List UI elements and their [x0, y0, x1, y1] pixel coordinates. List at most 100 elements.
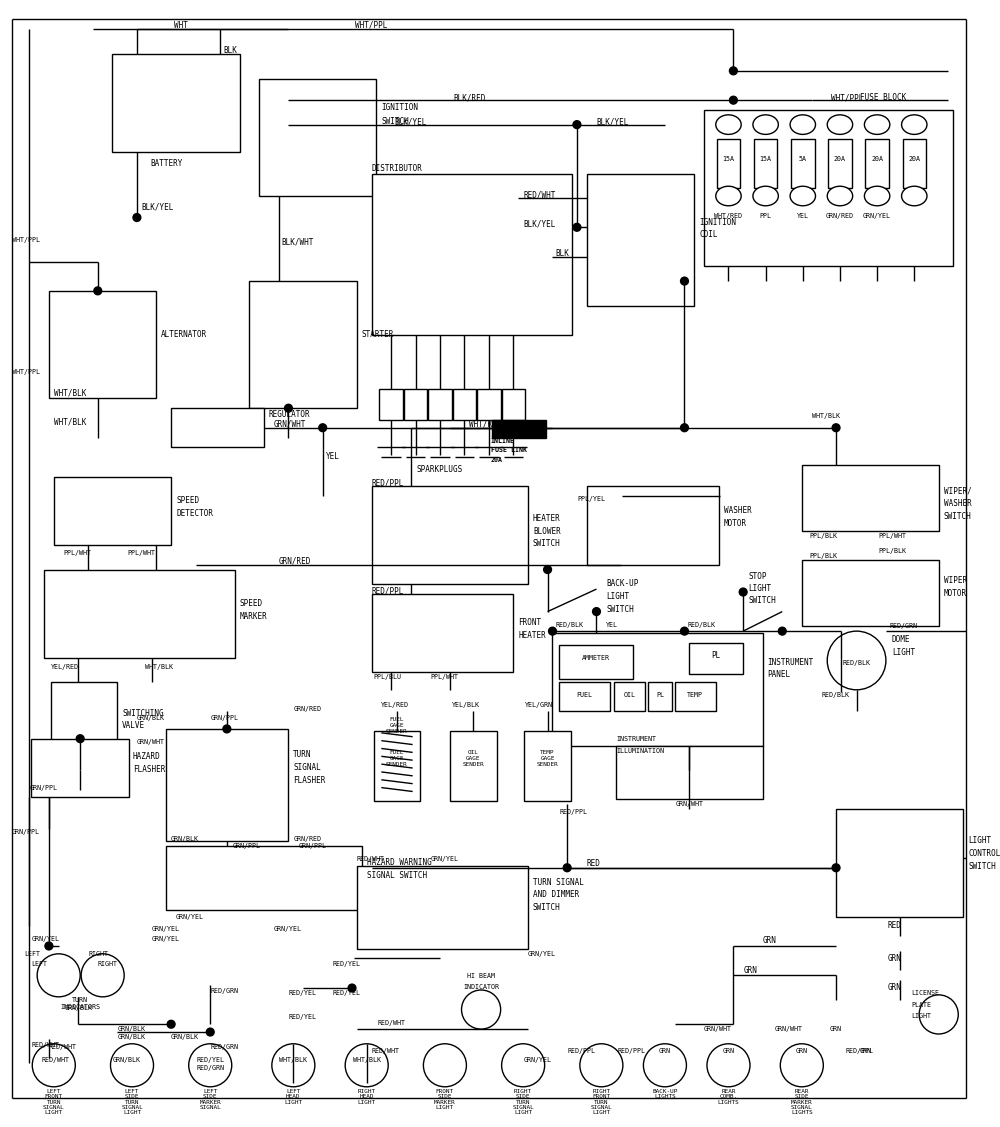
Text: 5A: 5A	[799, 156, 807, 162]
Text: 20A: 20A	[908, 156, 920, 162]
Bar	[51, 682, 117, 761]
Circle shape	[573, 121, 581, 128]
Text: RED: RED	[888, 921, 902, 930]
Text: CONTROL: CONTROL	[968, 849, 1000, 858]
Text: PANEL: PANEL	[768, 671, 791, 680]
Text: SWITCH: SWITCH	[381, 117, 409, 126]
Text: LEFT
SIDE
TURN
SIGNAL
LIGHT: LEFT SIDE TURN SIGNAL LIGHT	[121, 1089, 143, 1116]
Text: TURN
INDICATORS: TURN INDICATORS	[60, 997, 100, 1010]
Text: PPL/BLK: PPL/BLK	[878, 548, 906, 554]
Circle shape	[832, 424, 840, 432]
Text: SWITCHING: SWITCHING	[122, 709, 164, 718]
Text: GRN: GRN	[888, 953, 902, 962]
Text: LEFT: LEFT	[31, 960, 47, 967]
Text: RIGHT: RIGHT	[98, 960, 118, 967]
Text: BLK/RED: BLK/RED	[453, 94, 486, 103]
Text: PPL/BLU: PPL/BLU	[374, 674, 402, 681]
Bar	[372, 487, 528, 584]
Circle shape	[502, 1044, 545, 1086]
Text: YEL: YEL	[326, 452, 339, 461]
Circle shape	[462, 990, 501, 1029]
Text: LEFT: LEFT	[24, 951, 40, 957]
Text: WHT/PPL: WHT/PPL	[12, 369, 40, 375]
Text: RED/YEL: RED/YEL	[332, 960, 360, 967]
Text: PPL/WHT: PPL/WHT	[878, 533, 906, 540]
Bar	[492, 420, 546, 437]
Text: GRN/BLK: GRN/BLK	[117, 1027, 145, 1032]
Text: GRN: GRN	[796, 1048, 808, 1054]
Bar	[836, 809, 963, 916]
Text: WHT/BLK: WHT/BLK	[145, 665, 173, 671]
Ellipse shape	[902, 186, 927, 206]
Ellipse shape	[753, 186, 778, 206]
Text: BACK-UP
LIGHTS: BACK-UP LIGHTS	[652, 1089, 678, 1099]
Text: WIPER/: WIPER/	[944, 487, 971, 496]
Text: GRN/YEL: GRN/YEL	[430, 857, 458, 862]
Text: FLASHER: FLASHER	[133, 765, 165, 774]
Text: WHT/PPL: WHT/PPL	[831, 94, 864, 103]
Bar	[754, 140, 777, 188]
Circle shape	[729, 96, 737, 104]
Circle shape	[563, 864, 571, 871]
Circle shape	[729, 66, 737, 74]
Text: BLK/YEL: BLK/YEL	[523, 220, 556, 229]
Bar	[372, 594, 513, 672]
Text: GRN/BLK: GRN/BLK	[117, 1033, 145, 1040]
Text: ILLUMINATION: ILLUMINATION	[616, 748, 664, 754]
Text: GRN/WHT: GRN/WHT	[774, 1027, 802, 1032]
Bar	[559, 645, 633, 680]
Text: HI BEAM: HI BEAM	[467, 974, 495, 979]
Text: GRN: GRN	[829, 1027, 841, 1032]
Text: FUSE BLOCK: FUSE BLOCK	[860, 94, 907, 103]
Text: IGNITION: IGNITION	[699, 218, 736, 227]
Text: GRN/YEL: GRN/YEL	[863, 213, 891, 219]
Circle shape	[681, 277, 688, 285]
Text: RED/PPL: RED/PPL	[372, 479, 404, 488]
Text: RIGHT
FRONT
TURN
SIGNAL
LIGHT: RIGHT FRONT TURN SIGNAL LIGHT	[590, 1089, 612, 1116]
Text: BLK/YEL: BLK/YEL	[596, 118, 629, 126]
Text: GRN/WHT: GRN/WHT	[675, 801, 703, 807]
Circle shape	[272, 1044, 315, 1086]
Text: WHT: WHT	[174, 21, 188, 30]
Circle shape	[45, 942, 53, 950]
Text: GRN/YEL: GRN/YEL	[152, 937, 180, 942]
Text: YEL/BLK: YEL/BLK	[452, 701, 480, 708]
Text: STARTER: STARTER	[362, 330, 394, 339]
Bar	[379, 389, 403, 420]
Text: SWITCH: SWITCH	[606, 605, 634, 614]
Circle shape	[919, 995, 958, 1033]
Text: FUEL: FUEL	[577, 692, 593, 698]
Text: RED/BLK: RED/BLK	[687, 622, 715, 629]
Text: RED/GRN: RED/GRN	[196, 1065, 224, 1072]
Text: PL: PL	[711, 650, 720, 659]
Text: LIGHT: LIGHT	[911, 1013, 931, 1020]
Circle shape	[189, 1044, 232, 1086]
Text: FUEL
GAGE
SENDER: FUEL GAGE SENDER	[386, 717, 408, 734]
Circle shape	[45, 1055, 53, 1063]
Bar	[372, 174, 572, 335]
Bar	[648, 682, 672, 711]
Text: WASHER: WASHER	[724, 506, 751, 515]
Text: RED/PPL: RED/PPL	[846, 1048, 874, 1054]
Text: WHT/BLK: WHT/BLK	[279, 1057, 307, 1064]
Text: OIL: OIL	[624, 692, 636, 698]
Text: LEFT
FRONT
TURN
SIGNAL
LIGHT: LEFT FRONT TURN SIGNAL LIGHT	[43, 1089, 65, 1116]
Text: VALVE: VALVE	[122, 721, 145, 730]
Bar	[802, 465, 939, 532]
Bar	[453, 389, 476, 420]
Text: INDICATOR: INDICATOR	[463, 984, 499, 991]
Circle shape	[94, 287, 102, 295]
Text: 20A: 20A	[491, 458, 503, 463]
Text: LEFT
HEAD
LIGHT: LEFT HEAD LIGHT	[284, 1089, 302, 1104]
Text: GRN: GRN	[859, 1048, 871, 1054]
Bar	[587, 174, 694, 305]
Text: RED/BLK: RED/BLK	[555, 622, 583, 629]
Text: RED/WHT: RED/WHT	[42, 1057, 70, 1064]
Circle shape	[549, 628, 556, 635]
Text: RED/BLK: RED/BLK	[843, 660, 871, 666]
Text: GRN/WHT: GRN/WHT	[704, 1027, 732, 1032]
Bar	[614, 682, 645, 711]
Ellipse shape	[827, 115, 853, 134]
Text: TEMP
GAGE
SENDER: TEMP GAGE SENDER	[537, 751, 558, 767]
Text: HAZARD WARNING: HAZARD WARNING	[367, 858, 431, 867]
